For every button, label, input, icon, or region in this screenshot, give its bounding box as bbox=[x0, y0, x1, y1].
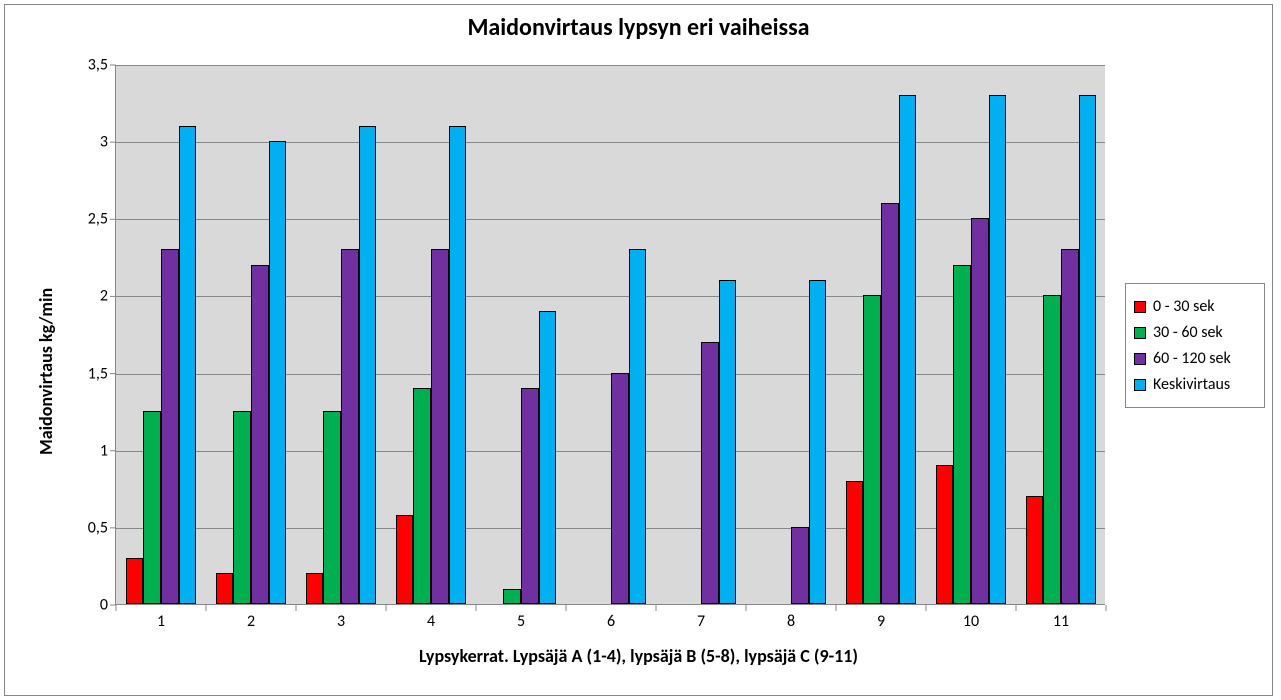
bar bbox=[143, 411, 161, 604]
bar bbox=[161, 249, 179, 604]
legend-label: 0 - 30 sek bbox=[1153, 297, 1215, 316]
bar bbox=[611, 373, 629, 604]
bar bbox=[216, 573, 234, 604]
bar bbox=[269, 141, 287, 604]
x-tick-label: 6 bbox=[607, 612, 615, 631]
bar bbox=[863, 295, 881, 604]
bar bbox=[936, 465, 954, 604]
x-tick-label: 8 bbox=[787, 612, 795, 631]
bar bbox=[953, 265, 971, 604]
bar bbox=[179, 126, 197, 604]
bar bbox=[1043, 295, 1061, 604]
bar bbox=[431, 249, 449, 604]
y-tick-label: 3,5 bbox=[88, 56, 108, 75]
bar bbox=[323, 411, 341, 604]
plot-area: 00,511,522,533,51234567891011 bbox=[115, 65, 1105, 605]
bar bbox=[539, 311, 557, 604]
legend-item: 30 - 60 sek bbox=[1134, 323, 1256, 342]
chart-title: Maidonvirtaus lypsyn eri vaiheissa bbox=[5, 13, 1272, 42]
bar bbox=[881, 203, 899, 604]
legend-swatch bbox=[1134, 379, 1146, 391]
x-tick-label: 2 bbox=[247, 612, 255, 631]
gridline bbox=[116, 65, 1105, 66]
legend-swatch bbox=[1134, 327, 1146, 339]
bar bbox=[413, 388, 431, 604]
legend-item: 60 - 120 sek bbox=[1134, 349, 1256, 368]
chart-frame: Maidonvirtaus lypsyn eri vaiheissa 00,51… bbox=[4, 4, 1273, 696]
y-tick-label: 2,5 bbox=[88, 210, 108, 229]
bar bbox=[503, 589, 521, 604]
legend-swatch bbox=[1134, 353, 1146, 365]
x-tick-label: 1 bbox=[157, 612, 165, 631]
bar bbox=[719, 280, 737, 604]
bar bbox=[396, 515, 414, 604]
bar bbox=[341, 249, 359, 604]
y-axis-title: Maidonvirtaus kg/min bbox=[35, 288, 57, 455]
legend-label: Keskivirtaus bbox=[1153, 375, 1230, 394]
y-tick-label: 2 bbox=[100, 287, 108, 306]
legend-item: Keskivirtaus bbox=[1134, 375, 1256, 394]
y-tick-label: 1 bbox=[100, 441, 108, 460]
x-tick-label: 11 bbox=[1053, 612, 1069, 631]
bar bbox=[899, 95, 917, 604]
x-tick-label: 5 bbox=[517, 612, 525, 631]
bar bbox=[251, 265, 269, 604]
bar bbox=[629, 249, 647, 604]
gridline bbox=[116, 142, 1105, 143]
x-tick-label: 9 bbox=[877, 612, 885, 631]
bar bbox=[1026, 496, 1044, 604]
legend-item: 0 - 30 sek bbox=[1134, 297, 1256, 316]
bar bbox=[126, 558, 144, 604]
bar bbox=[233, 411, 251, 604]
legend-swatch bbox=[1134, 301, 1146, 313]
legend-label: 30 - 60 sek bbox=[1153, 323, 1223, 342]
bar bbox=[521, 388, 539, 604]
bar bbox=[701, 342, 719, 604]
bar bbox=[989, 95, 1007, 604]
bar bbox=[359, 126, 377, 604]
y-tick-label: 3 bbox=[100, 133, 108, 152]
x-tick-label: 3 bbox=[337, 612, 345, 631]
y-tick-label: 0,5 bbox=[88, 518, 108, 537]
gridline bbox=[116, 219, 1105, 220]
x-tick-label: 4 bbox=[427, 612, 435, 631]
legend-label: 60 - 120 sek bbox=[1153, 349, 1231, 368]
bar bbox=[1061, 249, 1079, 604]
x-axis-title: Lypsykerrat. Lypsäjä A (1-4), lypsäjä B … bbox=[5, 645, 1272, 667]
bar bbox=[971, 218, 989, 604]
bar bbox=[449, 126, 467, 604]
bar bbox=[791, 527, 809, 604]
x-tick-label: 7 bbox=[697, 612, 705, 631]
y-axis-ticks bbox=[110, 65, 116, 605]
y-tick-label: 1,5 bbox=[88, 364, 108, 383]
x-axis-ticks bbox=[116, 605, 1106, 611]
x-tick-label: 10 bbox=[963, 612, 979, 631]
bar bbox=[846, 481, 864, 604]
bar bbox=[809, 280, 827, 604]
legend: 0 - 30 sek 30 - 60 sek 60 - 120 sek Keskivi… bbox=[1125, 283, 1265, 408]
y-tick-label: 0 bbox=[100, 596, 108, 615]
bar bbox=[1079, 95, 1097, 604]
bar bbox=[306, 573, 324, 604]
